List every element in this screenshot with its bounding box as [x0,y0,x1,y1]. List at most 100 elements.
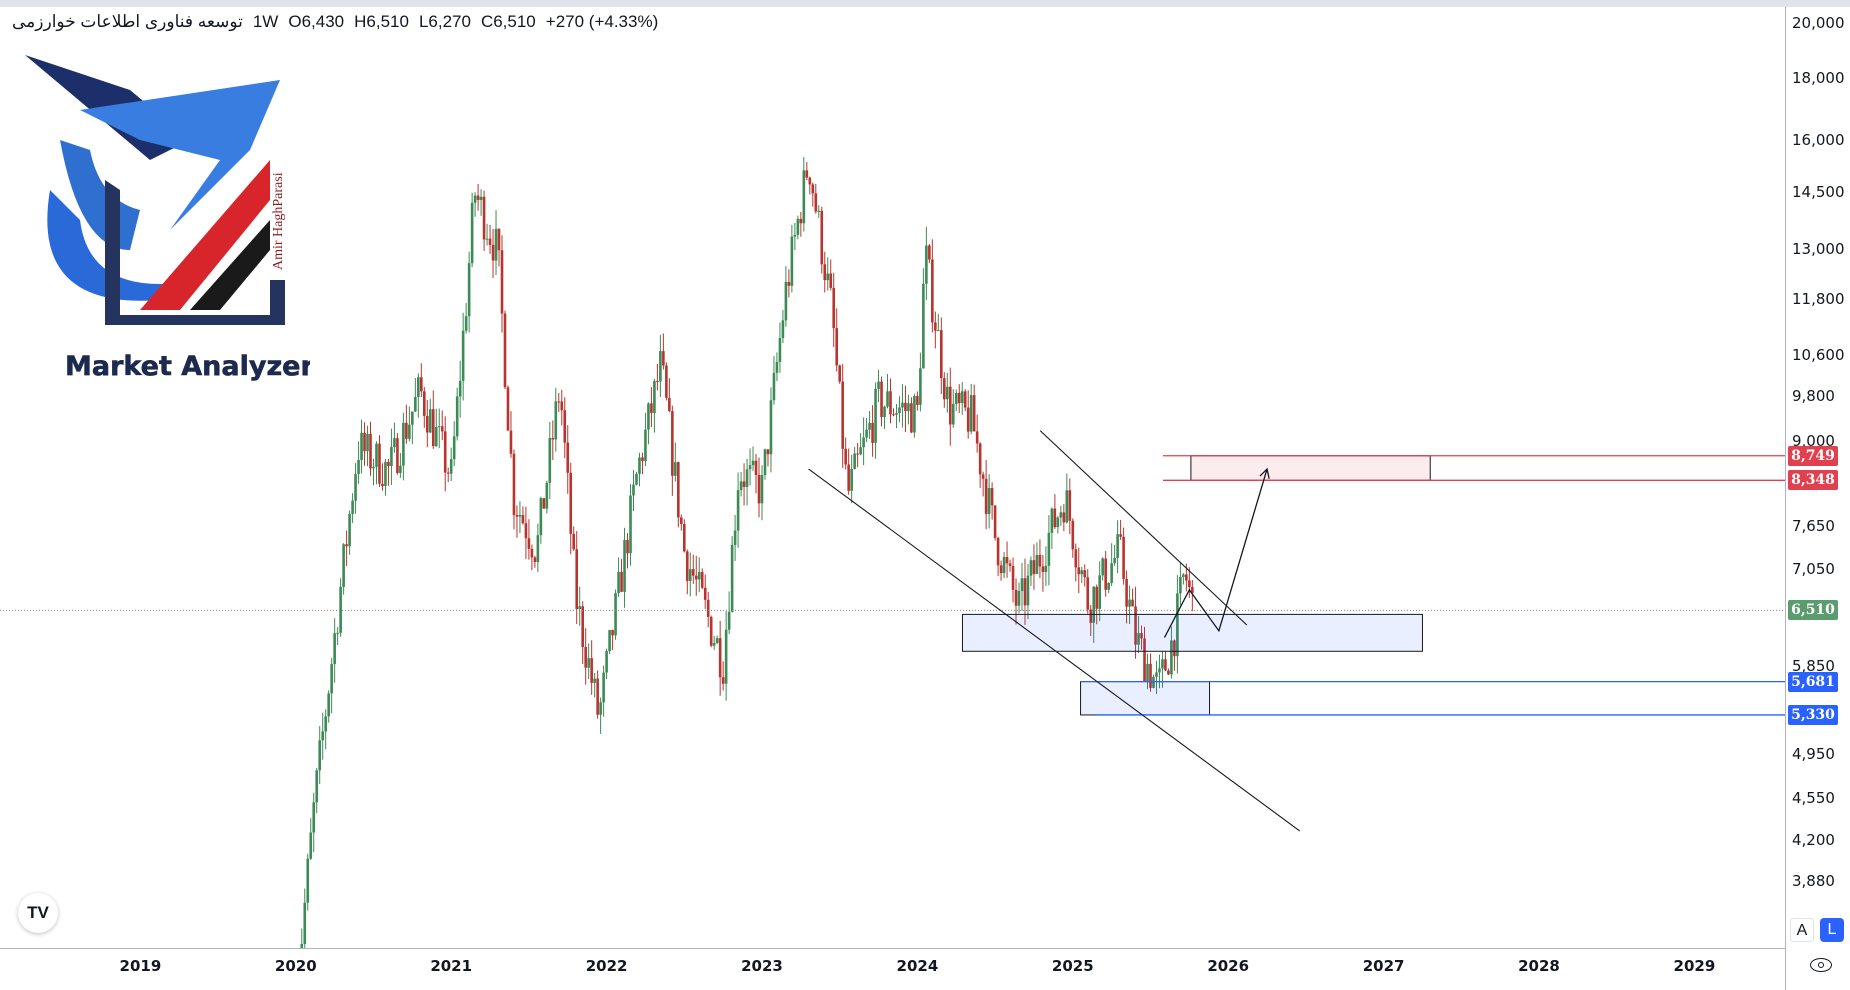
candle-body [754,460,758,475]
candle-body [375,443,378,467]
candle-body [494,228,498,261]
candle-body [916,396,919,405]
candle-body [733,530,737,545]
candle-body [381,483,384,487]
candle-body [683,523,686,552]
candle-body [536,535,540,563]
candle-body [476,195,480,200]
candle-body [330,664,333,694]
candle-body [680,517,683,524]
price-tick: 16,000 [1792,131,1845,150]
candle-body [1059,512,1063,518]
candle-body [366,433,369,452]
settings-eye-icon[interactable] [1810,958,1832,972]
interval[interactable]: 1W [252,12,279,31]
candle-body [530,548,534,558]
tradingview-logo[interactable]: TV [18,893,58,933]
low-value: L6,270 [418,12,471,31]
candle-body [736,490,740,531]
candle-body [569,472,573,534]
time-tick: 2021 [430,957,473,975]
candle-body [996,537,1000,566]
candle-body [440,426,444,432]
auto-scale-button[interactable]: A [1790,918,1814,942]
price-tick: 11,800 [1792,290,1845,309]
candle-body [934,322,937,331]
candle-body [715,638,719,644]
candle-body [1149,663,1152,688]
svg-text:Market Analyzer: Market Analyzer [65,351,310,382]
candle-body [1086,577,1090,610]
candle-body [470,202,474,264]
candle-body [1179,576,1182,594]
candle-body [898,407,901,414]
log-scale-button[interactable]: L [1820,918,1844,942]
candle-body [321,731,324,741]
candle-body [659,351,662,382]
candle-body [978,443,982,475]
candle-body [781,320,785,339]
candle-body [452,436,456,460]
candle-body [981,474,985,479]
candle-body [339,586,342,633]
candle-body [542,498,546,509]
price-tick: 20,000 [1792,14,1845,33]
candle-body [1185,574,1188,581]
time-tick: 2020 [274,957,317,975]
candle-body [808,177,812,185]
candle-body [984,478,988,514]
candle-body [566,442,570,473]
candle-body [590,658,593,683]
candle-body [524,523,528,539]
level-badge: 5,330 [1788,704,1838,725]
candle-body [913,396,916,433]
candle-body [599,702,602,715]
candle-body [712,643,716,646]
candle-body [620,571,623,592]
candle-body [605,651,608,673]
candle-body [1167,670,1170,675]
candle-body [847,464,850,491]
candle-body [411,411,414,425]
candle-body [539,498,543,536]
symbol-legend: توسعه فناوری اطلاعات خوارزمی 1W O6,430 H… [12,12,658,32]
candle-body [1134,606,1137,645]
candle-body [354,474,357,501]
candle-body [907,403,910,412]
candle-body [721,677,725,684]
time-tick: 2022 [585,957,628,975]
candle-body [384,461,387,487]
level-badge: 8,348 [1788,470,1838,491]
candle-body [987,487,991,514]
candle-body [892,414,895,416]
price-chart[interactable] [0,7,1785,948]
candle-body [948,386,952,425]
candle-body [473,195,477,203]
candle-body [1146,663,1149,682]
candle-body [874,388,877,443]
candle-body [333,633,336,665]
candle-body [853,453,856,469]
candle-body [841,381,844,449]
candle-body [694,575,698,580]
candle-body [730,544,734,612]
candle-body [300,944,304,948]
candle-body [434,426,438,447]
time-axis-divider [0,948,1785,949]
candle-body [560,401,564,411]
candle-body [360,432,363,460]
candle-body [1155,672,1158,677]
candle-body [1053,508,1057,528]
candle-body [614,593,617,636]
candle-body [443,431,447,473]
candle-body [691,569,695,576]
candle-body [554,401,558,440]
candle-body [895,413,898,415]
candle-body [327,693,330,717]
price-axis-divider [1785,7,1786,990]
candle-body [512,453,516,515]
symbol-name: توسعه فناوری اطلاعات خوارزمی [12,12,243,31]
candle-body [408,424,411,439]
candle-body [425,415,429,433]
candle-body [945,386,949,400]
